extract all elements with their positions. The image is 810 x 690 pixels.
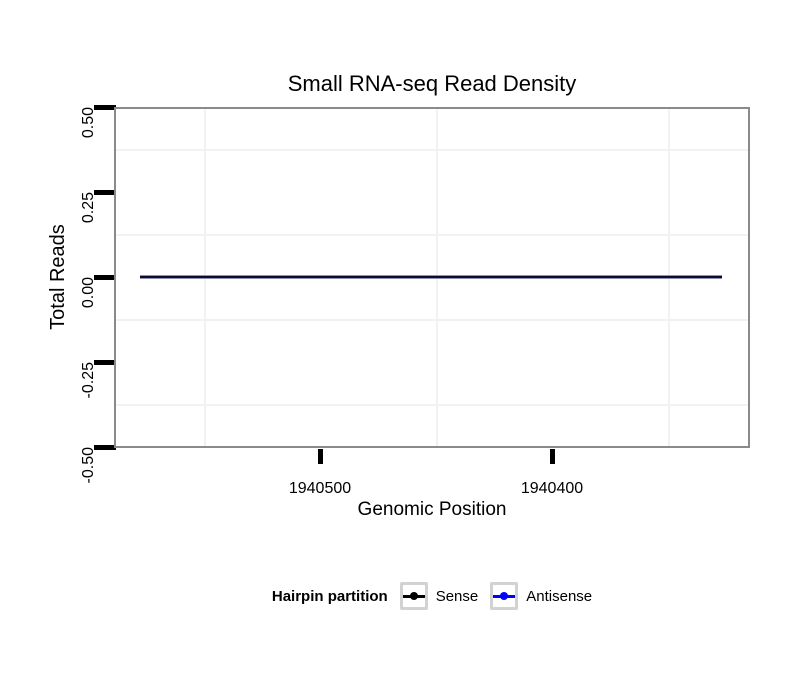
legend-entry-antisense: Antisense [490, 582, 592, 610]
gridline-minor-h [116, 319, 748, 321]
y-axis-title: Total Reads [47, 224, 69, 330]
chart-title: Small RNA-seq Read Density [287, 71, 577, 96]
legend-key-sense-icon [399, 582, 428, 610]
x-tick-mark [318, 449, 323, 464]
y-tick-mark [94, 275, 116, 280]
y-tick-mark [94, 105, 116, 110]
y-tick-mark [94, 445, 116, 450]
y-tick-mark [94, 360, 116, 365]
antisense-point-icon [500, 592, 509, 600]
gridline-minor-h [116, 404, 748, 406]
legend-label-sense: Sense [435, 587, 479, 605]
sense-point-icon [409, 592, 418, 600]
legend-title: Hairpin partition [271, 587, 388, 605]
y-tick-mark [94, 190, 116, 195]
legend-label-antisense: Antisense [526, 587, 593, 605]
legend-entry-sense: Sense [399, 582, 479, 610]
x-tick-label: 1940500 [288, 480, 352, 497]
series-line-overlap [140, 275, 722, 279]
y-tick-label: 0.00 [80, 277, 97, 309]
y-tick-label: -0.50 [80, 447, 97, 484]
y-tick-label: 0.50 [80, 107, 97, 139]
x-tick-label: 1940400 [520, 480, 584, 497]
plot-panel [114, 107, 750, 448]
x-axis-title: Genomic Position [357, 499, 507, 520]
x-tick-mark [550, 449, 555, 464]
legend: Hairpin partition Sense Antisense [114, 580, 750, 612]
y-tick-label: 0.25 [80, 192, 97, 224]
series-line-core [140, 276, 722, 278]
gridline-minor-h [116, 234, 748, 236]
gridline-minor-h [116, 149, 748, 151]
y-tick-label: -0.25 [80, 362, 97, 399]
legend-key-antisense-icon [490, 582, 519, 610]
